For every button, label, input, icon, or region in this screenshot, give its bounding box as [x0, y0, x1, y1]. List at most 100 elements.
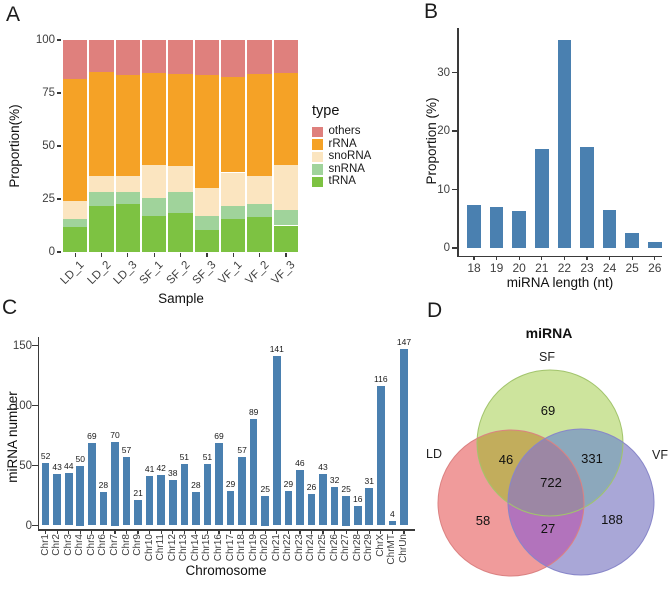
- panel-b-x-axis-title: miRNA length (nt): [506, 274, 614, 290]
- x-tick-label: Chr10: [143, 534, 155, 562]
- snoRNA-swatch: [312, 151, 323, 163]
- others-swatch: [312, 126, 323, 138]
- bar-value-label: 116: [374, 374, 388, 385]
- snRNA-swatch: [312, 164, 323, 175]
- bar-value-label: 28: [191, 479, 201, 490]
- y-tick-label: 20: [437, 125, 450, 137]
- x-tick-mark: [285, 253, 287, 257]
- legend-item-label: others: [328, 125, 361, 138]
- x-tick-label: Chr13: [178, 534, 190, 562]
- bar: [307, 494, 316, 526]
- tRNA-swatch: [312, 176, 323, 187]
- bar: [76, 465, 85, 526]
- bar: [122, 457, 131, 526]
- stacked-bar-segment-rRNA: [168, 73, 193, 167]
- stacked-bar-segment-snRNA: [115, 191, 141, 205]
- y-tick-label: 150: [12, 339, 32, 352]
- bar-value-label: 147: [396, 337, 412, 348]
- x-tick-mark: [518, 256, 520, 261]
- bar: [557, 40, 572, 248]
- x-tick-mark: [473, 256, 475, 261]
- x-tick-mark: [609, 256, 611, 261]
- x-tick-mark: [218, 530, 220, 534]
- x-tick-mark: [153, 253, 155, 257]
- x-tick-label: 24: [602, 261, 617, 275]
- y-tick-mark: [451, 130, 458, 132]
- bar: [512, 211, 526, 248]
- bar: [145, 476, 154, 526]
- legend-item-label: tRNA: [328, 175, 356, 187]
- stacked-bar-segment-others: [168, 40, 193, 74]
- x-tick-label: Chr2: [51, 534, 63, 556]
- y-tick-mark: [32, 404, 38, 407]
- x-tick-label: Chr4: [74, 534, 86, 556]
- rRNA-swatch: [312, 139, 323, 150]
- bar-value-label: 69: [214, 430, 224, 441]
- bar: [99, 491, 108, 526]
- x-tick-mark: [586, 256, 588, 261]
- x-tick-mark: [114, 530, 116, 534]
- x-tick-label: Chr6: [97, 534, 109, 556]
- bar-value-label: 52: [40, 451, 51, 462]
- b-x-axis-line: [457, 255, 662, 257]
- x-tick-label: Chr23: [293, 534, 305, 562]
- x-tick-label: ChrX: [374, 534, 386, 557]
- bar-value-label: 46: [295, 458, 305, 469]
- stacked-bar-segment-tRNA: [142, 215, 167, 252]
- venn-title: miRNA: [526, 325, 573, 341]
- x-tick-label: ChrMT: [386, 534, 398, 565]
- panel-c-letter: C: [2, 296, 18, 319]
- stacked-bar-segment-snRNA: [63, 219, 88, 227]
- stacked-bar-segment-tRNA: [168, 212, 193, 252]
- x-tick-label: 19: [489, 261, 504, 275]
- stacked-bar-segment-tRNA: [247, 217, 272, 252]
- x-tick-mark: [160, 530, 162, 534]
- y-tick-mark: [56, 145, 61, 147]
- bar: [467, 204, 481, 248]
- bar-value-label: 25: [260, 483, 270, 494]
- y-tick-label: 10: [437, 183, 450, 196]
- x-tick-mark: [541, 256, 543, 261]
- stacked-bar-segment-others: [247, 40, 272, 74]
- venn-outline-sf: [476, 369, 624, 517]
- bar: [226, 490, 235, 526]
- y-tick-label: 100: [12, 399, 32, 412]
- bar-value-label: 4: [390, 508, 395, 519]
- legend-items: others rRNA snoRNA snRNA tRNA: [312, 126, 371, 188]
- bar: [388, 520, 397, 526]
- venn-count-sf-ld: 46: [499, 452, 513, 467]
- bar: [180, 464, 189, 526]
- stacked-bar-segment-rRNA: [63, 79, 88, 202]
- bar: [261, 495, 270, 526]
- bar: [377, 386, 385, 526]
- x-tick-mark: [380, 530, 382, 534]
- stacked-bar-segment-rRNA: [221, 77, 246, 173]
- y-tick-mark: [451, 71, 458, 74]
- bar: [134, 500, 142, 526]
- x-tick-mark: [206, 253, 208, 257]
- bar: [535, 148, 549, 248]
- stacked-bar-segment-others: [89, 40, 114, 72]
- venn-count-center: 722: [540, 475, 562, 490]
- stacked-bar-segment-rRNA: [89, 71, 114, 176]
- x-tick-mark: [310, 530, 313, 534]
- x-tick-mark: [229, 530, 232, 534]
- x-tick-label: Chr21: [270, 534, 282, 562]
- bar: [400, 349, 408, 526]
- x-tick-mark: [79, 530, 81, 534]
- y-tick-label: 75: [42, 87, 55, 99]
- legend-item: others: [312, 126, 371, 138]
- y-tick-label: 0: [48, 246, 55, 258]
- bar: [273, 356, 281, 526]
- bar-value-label: 29: [225, 478, 236, 489]
- bar-value-label: 43: [318, 461, 328, 472]
- stacked-bar-segment-snRNA: [142, 197, 167, 216]
- y-tick-mark: [451, 188, 458, 191]
- y-tick-mark: [32, 464, 38, 467]
- bar-value-label: 57: [237, 445, 247, 456]
- x-tick-label: 20: [512, 261, 526, 275]
- x-tick-mark: [345, 530, 347, 534]
- bar: [602, 209, 617, 248]
- bar-value-label: 32: [329, 475, 340, 486]
- bar-value-label: 42: [156, 463, 166, 474]
